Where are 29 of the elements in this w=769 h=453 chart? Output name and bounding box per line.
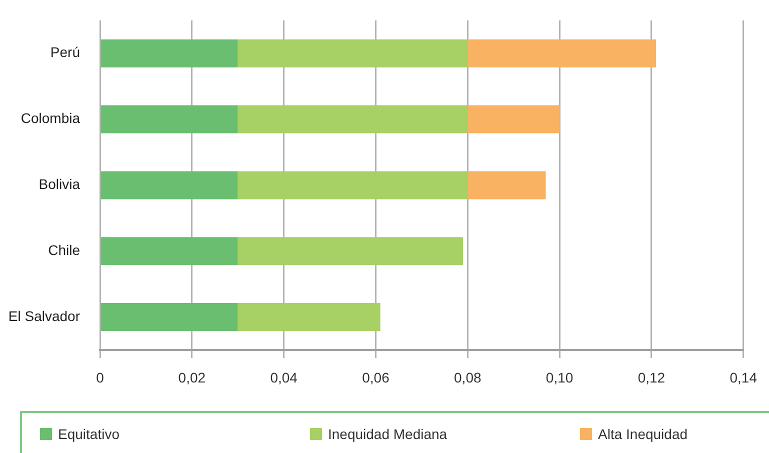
- legend-label: Equitativo: [58, 426, 120, 442]
- bar: [100, 39, 238, 68]
- bar: [468, 39, 656, 68]
- x-tick-label: 0,14: [730, 369, 758, 386]
- x-tick-label: 0,08: [454, 369, 482, 386]
- bar: [238, 171, 468, 200]
- bar: [468, 105, 560, 134]
- x-tick-label: 0: [96, 369, 104, 386]
- bar: [238, 237, 464, 266]
- x-tick-label: 0,06: [362, 369, 390, 386]
- y-tick-label: El Salvador: [8, 308, 80, 324]
- bar: [100, 237, 238, 266]
- y-tick-label: Chile: [48, 242, 80, 258]
- legend-label: Alta Inequidad: [598, 426, 688, 442]
- bar: [100, 171, 238, 200]
- x-tick-label: 0,10: [546, 369, 574, 386]
- legend-label: Inequidad Mediana: [328, 426, 448, 442]
- bar: [238, 303, 380, 332]
- x-tick-label: 0,02: [178, 369, 206, 386]
- y-tick-label: Bolivia: [38, 176, 80, 192]
- x-tick-label: 0,04: [270, 369, 298, 386]
- x-tick-label: 0,12: [638, 369, 666, 386]
- y-tick-label: Colombia: [20, 110, 80, 126]
- bar: [238, 105, 468, 134]
- bar: [100, 105, 238, 134]
- y-tick-label: Perú: [50, 44, 80, 60]
- bar: [238, 39, 468, 68]
- bar: [468, 171, 546, 200]
- bar: [100, 303, 238, 332]
